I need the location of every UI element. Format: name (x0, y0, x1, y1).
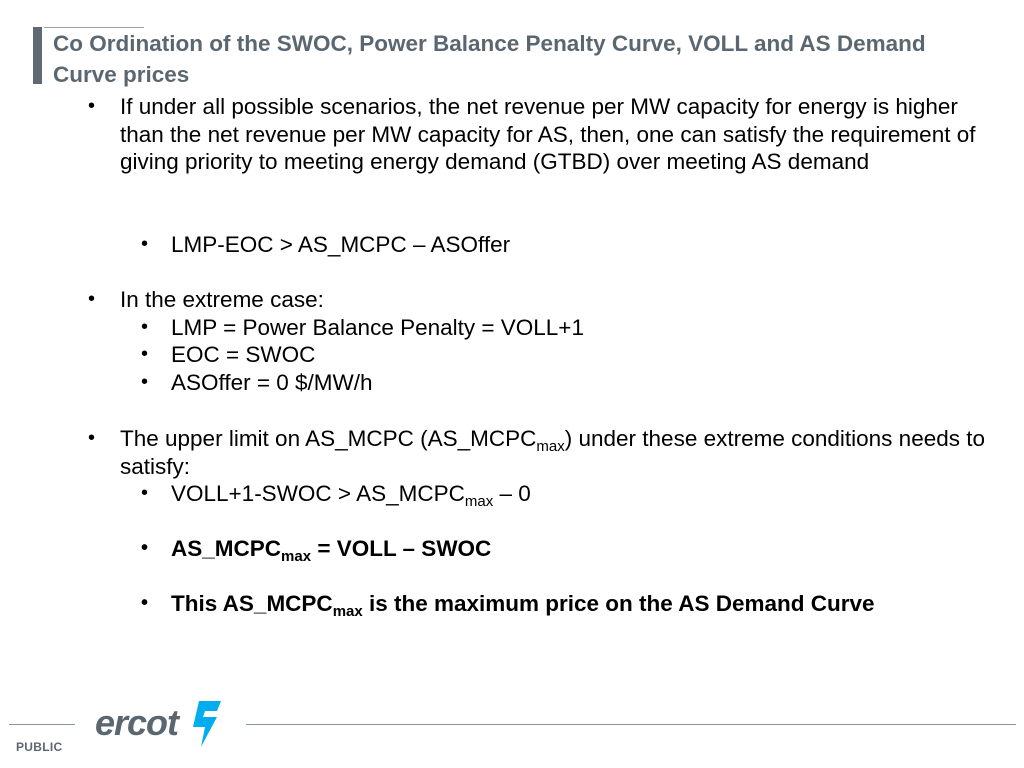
footer-rule-left (9, 724, 75, 725)
bullet-marker: • (141, 537, 149, 559)
bullet-3-sub-3: • This AS_MCPCmax is the maximum price o… (141, 590, 1011, 620)
bullet-marker: • (141, 482, 149, 504)
bullet-1-sub-1-text: LMP-EOC > AS_MCPC – ASOffer (171, 232, 511, 257)
title-accent-bar (33, 27, 42, 84)
bullet-marker: • (141, 371, 149, 393)
bullet-1-sub-1: • LMP-EOC > AS_MCPC – ASOffer (141, 231, 1011, 259)
bullet-1-text: If under all possible scenarios, the net… (120, 94, 976, 174)
footer-rule-right (246, 724, 1016, 725)
texas-lightning-icon (193, 701, 221, 747)
slide-title: Co Ordination of the SWOC, Power Balance… (53, 31, 926, 87)
bullet-3-sub-2-text: AS_MCPCmax = VOLL – SWOC (171, 536, 492, 565)
slide-content: • If under all possible scenarios, the n… (88, 93, 1011, 620)
bullet-2: • In the extreme case: (88, 286, 1000, 314)
bullet-marker: • (141, 592, 149, 614)
bullet-2-sub-1-text: LMP = Power Balance Penalty = VOLL+1 (171, 315, 584, 340)
bullet-1: • If under all possible scenarios, the n… (88, 93, 1000, 176)
bullet-marker: • (88, 427, 96, 449)
bullet-3: • The upper limit on AS_MCPC (AS_MCPCmax… (88, 425, 1000, 480)
bullet-2-sub-3: • ASOffer = 0 $/MW/h (141, 369, 1011, 397)
bullet-marker: • (88, 288, 96, 310)
bullet-3-text: The upper limit on AS_MCPC (AS_MCPCmax) … (120, 426, 985, 479)
bullet-3-sub-3-text: This AS_MCPCmax is the maximum price on … (171, 591, 875, 620)
bullet-3-sub-1: • VOLL+1-SWOC > AS_MCPCmax – 0 (141, 480, 1011, 510)
bullet-2-sub-2: • EOC = SWOC (141, 341, 1011, 369)
title-top-rule (44, 27, 144, 28)
bullet-marker: • (141, 343, 149, 365)
bullet-marker: • (141, 233, 149, 255)
bullet-marker: • (88, 95, 96, 117)
bullet-3-sub-2: • AS_MCPCmax = VOLL – SWOC (141, 535, 1011, 565)
classification-label: PUBLIC (16, 740, 63, 754)
logo-wordmark: ercot (95, 702, 181, 743)
bullet-2-sub-3-text: ASOffer = 0 $/MW/h (171, 370, 373, 395)
bullet-2-text: In the extreme case: (120, 287, 324, 312)
bullet-marker: • (141, 316, 149, 338)
bullet-3-sub-1-text: VOLL+1-SWOC > AS_MCPCmax – 0 (171, 481, 531, 510)
bullet-2-sub-2-text: EOC = SWOC (171, 342, 316, 367)
ercot-logo: ercot (95, 701, 221, 747)
bullet-2-sub-1: • LMP = Power Balance Penalty = VOLL+1 (141, 314, 1011, 342)
